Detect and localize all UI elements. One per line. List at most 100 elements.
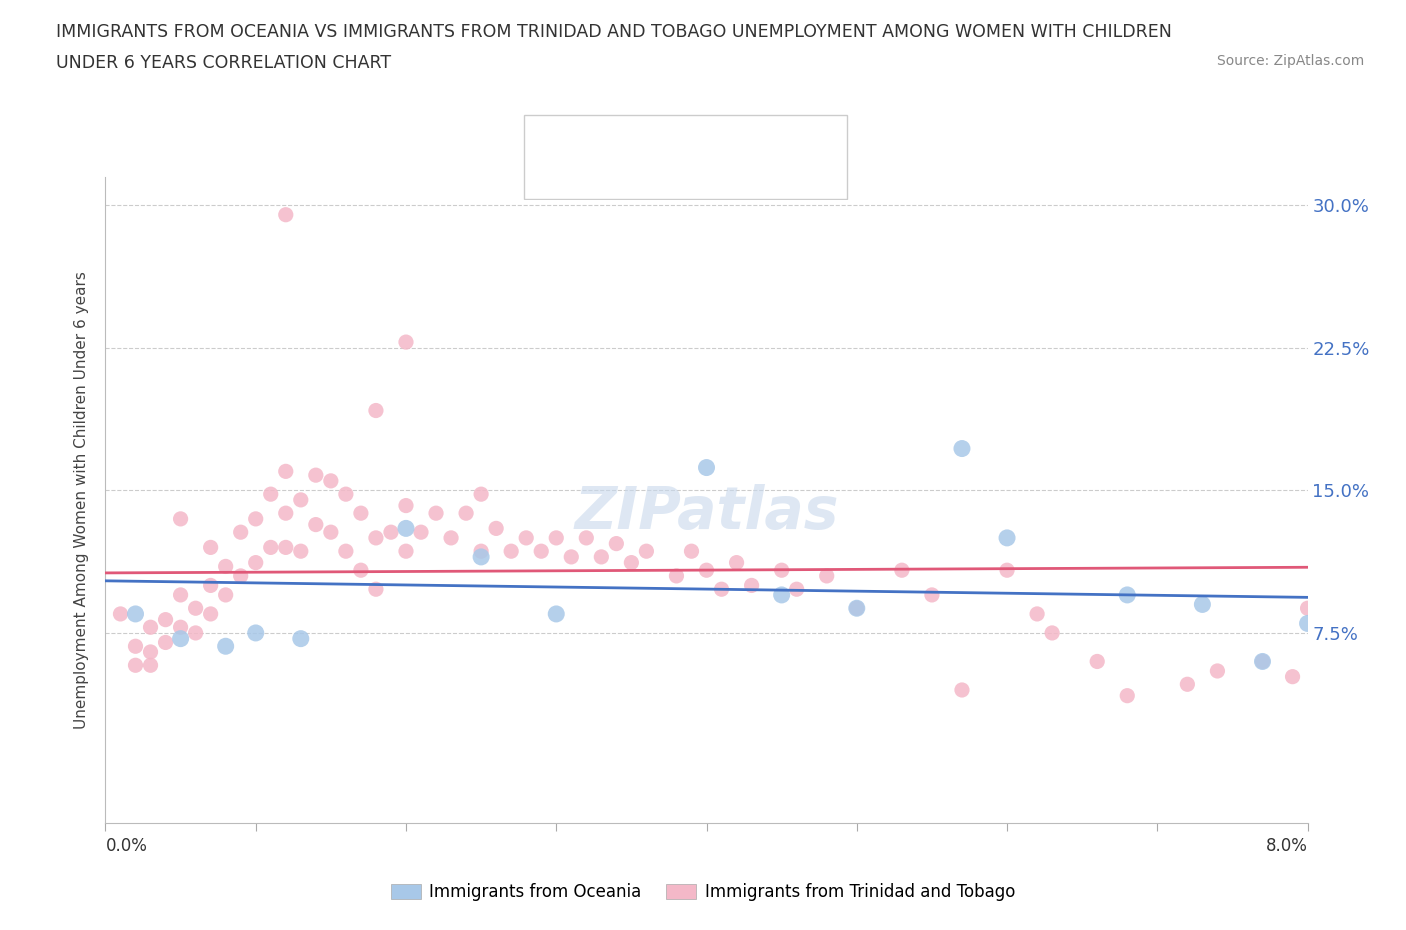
Point [950, 441, 973, 456]
Text: IMMIGRANTS FROM OCEANIA VS IMMIGRANTS FROM TRINIDAD AND TOBAGO UNEMPLOYMENT AMON: IMMIGRANTS FROM OCEANIA VS IMMIGRANTS FR… [56, 23, 1173, 41]
Text: R =: R = [579, 167, 619, 185]
Point [501, 544, 523, 559]
Point [1281, 670, 1303, 684]
Point [319, 525, 342, 539]
Point [1175, 677, 1198, 692]
Point [696, 563, 718, 578]
Bar [533, 131, 567, 151]
Point [1371, 663, 1393, 678]
Point [560, 550, 582, 565]
Point [364, 530, 387, 545]
Point [139, 644, 162, 659]
Point [575, 530, 598, 545]
Point [546, 530, 568, 545]
Point [995, 530, 1018, 545]
Point [725, 555, 748, 570]
Point [1206, 663, 1229, 678]
Point [515, 530, 537, 545]
Point [485, 521, 508, 536]
Point [921, 588, 943, 603]
Point [214, 559, 236, 574]
Point [786, 582, 808, 597]
Text: Source: ZipAtlas.com: Source: ZipAtlas.com [1216, 54, 1364, 68]
Point [440, 530, 463, 545]
Point [229, 568, 252, 583]
Point [290, 493, 312, 508]
Point [696, 460, 718, 475]
Point [124, 606, 146, 621]
Point [1296, 601, 1319, 616]
Point [1026, 606, 1049, 621]
Point [350, 563, 373, 578]
Point [710, 582, 733, 597]
Point [470, 550, 492, 565]
Point [305, 468, 328, 483]
Point [1116, 588, 1139, 603]
Point [335, 486, 357, 501]
Point [1251, 654, 1274, 669]
Point [184, 601, 207, 616]
Point [995, 563, 1018, 578]
Point [169, 588, 191, 603]
Point [845, 601, 868, 616]
Point [1191, 597, 1213, 612]
Point [290, 544, 312, 559]
Point [169, 512, 191, 526]
Point [395, 498, 418, 513]
Point [1085, 654, 1108, 669]
Point [200, 606, 222, 621]
Point [274, 540, 297, 555]
Point [260, 486, 283, 501]
Text: 0.0%: 0.0% [105, 837, 148, 855]
Point [591, 550, 613, 565]
Point [200, 540, 222, 555]
Point [305, 517, 328, 532]
Y-axis label: Unemployment Among Women with Children Under 6 years: Unemployment Among Women with Children U… [75, 271, 90, 729]
Point [335, 544, 357, 559]
Point [350, 506, 373, 521]
Point [124, 639, 146, 654]
Point [155, 635, 177, 650]
Point [364, 403, 387, 418]
Point [169, 631, 191, 646]
Point [770, 563, 793, 578]
Point [274, 207, 297, 222]
Text: N =: N = [725, 167, 765, 185]
Text: 0.023: 0.023 [633, 167, 683, 185]
Point [260, 540, 283, 555]
Point [1296, 616, 1319, 631]
Point [620, 555, 643, 570]
Point [290, 631, 312, 646]
Point [845, 601, 868, 616]
Point [681, 544, 703, 559]
Point [184, 626, 207, 641]
Point [546, 606, 568, 621]
Point [770, 588, 793, 603]
Text: UNDER 6 YEARS CORRELATION CHART: UNDER 6 YEARS CORRELATION CHART [56, 54, 391, 72]
Text: 17: 17 [778, 131, 801, 149]
Point [380, 525, 402, 539]
Text: R =: R = [579, 131, 619, 149]
Point [274, 464, 297, 479]
Point [409, 525, 432, 539]
Point [1040, 626, 1063, 641]
Point [530, 544, 553, 559]
Point [245, 555, 267, 570]
Text: -0.091: -0.091 [633, 131, 690, 149]
Point [1386, 701, 1406, 716]
Point [124, 658, 146, 672]
Point [214, 588, 236, 603]
Point [139, 619, 162, 634]
Point [470, 544, 492, 559]
Legend: Immigrants from Oceania, Immigrants from Trinidad and Tobago: Immigrants from Oceania, Immigrants from… [384, 876, 1022, 908]
Point [665, 568, 688, 583]
Point [245, 626, 267, 641]
Point [169, 619, 191, 634]
Point [950, 683, 973, 698]
Point [815, 568, 838, 583]
Point [741, 578, 763, 592]
Point [110, 606, 132, 621]
Point [395, 521, 418, 536]
Text: ZIPatlas: ZIPatlas [574, 485, 839, 541]
Point [229, 525, 252, 539]
